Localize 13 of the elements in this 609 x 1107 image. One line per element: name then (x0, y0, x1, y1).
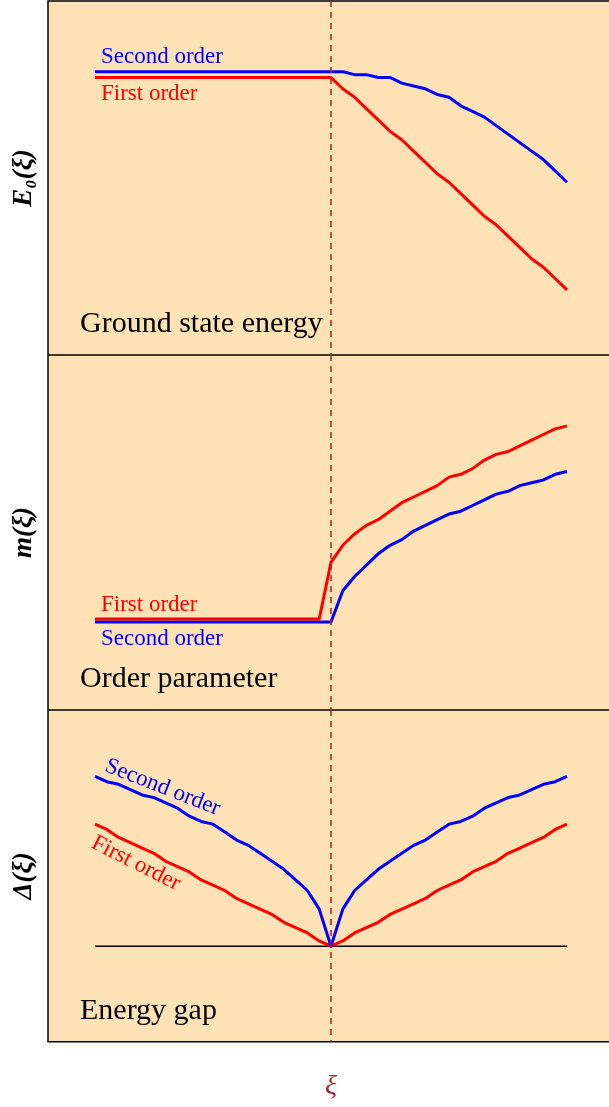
text: First order (87, 829, 186, 896)
annotation: Ground state energy (80, 304, 323, 338)
series-label: Second order (101, 624, 224, 650)
y-axis-title: E₀(ξ) (6, 149, 37, 208)
annotation: Order parameter (80, 659, 278, 693)
series-label: First order (101, 590, 198, 616)
y-axis-title: m(ξ) (6, 506, 37, 559)
series-label: Second order (101, 43, 224, 69)
x-axis-title: ξ (325, 1068, 337, 1100)
text: Second order (101, 752, 225, 821)
annotation: Energy gap (80, 991, 217, 1025)
y-axis-title: Δ(ξ) (6, 852, 37, 901)
series-label: First order (101, 80, 198, 106)
